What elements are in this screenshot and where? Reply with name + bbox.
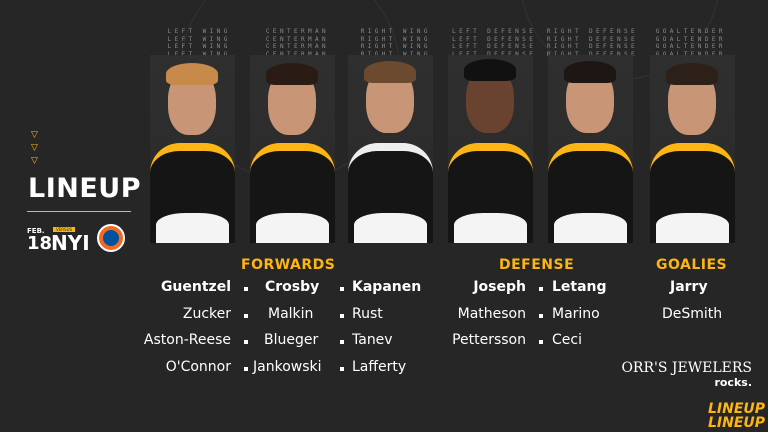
player-photo-crosby [250,55,335,243]
player-name: Kapanen [352,279,422,295]
player-photo-kapanen [348,55,433,243]
player-name: O'Connor [165,359,231,375]
position-label-rw: RIGHT WING RIGHT WING RIGHT WING RIGHT WING [360,28,431,58]
player-name: Letang [552,279,607,295]
player-name: Jarry [670,279,708,295]
bullet [539,340,543,344]
divider-arrow [27,211,131,212]
player-name: Joseph [473,279,526,295]
bullet [340,314,344,318]
player-photo-joseph [448,55,533,243]
triangle-icon: ▽ [31,130,38,140]
game-month: FEB. [27,227,45,235]
player-name: Malkin [268,306,314,322]
player-photo-guentzel [150,55,235,243]
position-label-rd: RIGHT DEFENSE RIGHT DEFENSE RIGHT DEFENSE R… [546,28,639,58]
opponent-abbr: NYI [51,231,90,255]
bullet [244,287,248,291]
bullet [340,287,344,291]
position-label-lw: LEFT WING LEFT WING LEFT WING LEFT WING [167,28,231,58]
player-name: Pettersson [452,332,526,348]
islanders-logo-icon [97,224,125,252]
player-name: Crosby [265,279,320,295]
triangle-icon: ▽ [31,143,38,153]
player-name: Marino [552,306,600,322]
group-defense: DEFENSE [499,257,575,273]
player-name: Rust [352,306,383,322]
group-forwards: FORWARDS [241,257,336,273]
position-labels: LEFT WING LEFT WING LEFT WING LEFT WING CEN… [150,28,740,68]
footer-logo: LINEUP LINEUP [708,401,766,431]
group-goalies: GOALIES [656,257,728,273]
player-name: Zucker [182,306,231,322]
position-label-ld: LEFT DEFENSE LEFT DEFENSE LEFT DEFENSE LEFT… [452,28,537,58]
player-name: DeSmith [662,306,723,322]
game-day: 18 [27,233,53,254]
sponsor-logo: ORR'S JEWELERS [621,360,752,376]
bullet [340,367,344,371]
versus-tag: VERSUS [53,227,76,232]
player-name: Tanev [352,332,393,348]
position-label-c: CENTERMAN CENTERMAN CENTERMAN CENTERMAN [265,28,330,58]
sponsor-tagline: rocks. [714,376,752,389]
player-photo-letang [548,55,633,243]
player-name: Jankowski [253,359,322,375]
position-label-g: GOALTENDER GOALTENDER GOALTENDER GOALTENDER [655,28,726,58]
bullet [539,314,543,318]
bullet [539,287,543,291]
player-name: Blueger [264,332,319,348]
player-name: Lafferty [352,359,407,375]
player-name: Aston-Reese [143,332,231,348]
player-name: Matheson [457,306,526,322]
triangle-icon: ▽ [31,156,38,166]
bullet [244,367,248,371]
page-title: LINEUP [28,173,142,204]
player-photo-jarry [650,55,735,243]
bullet [244,340,248,344]
player-name: Guentzel [160,279,231,295]
bullet [340,340,344,344]
player-name: Ceci [552,332,582,348]
bullet [244,314,248,318]
